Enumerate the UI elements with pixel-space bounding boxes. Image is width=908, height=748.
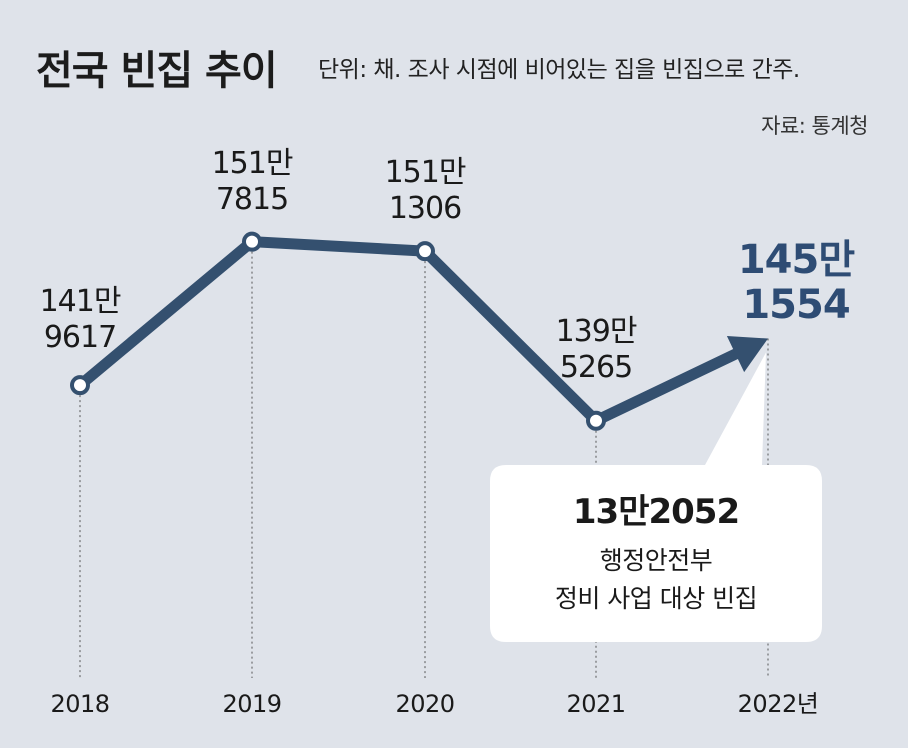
data-label-2021: 5265 — [560, 350, 632, 385]
callout-line2: 정비 사업 대상 빈집 — [555, 584, 757, 613]
chart-header: 전국 빈집 추이 단위: 채. 조사 시점에 비어있는 집을 빈집으로 간주. — [36, 38, 876, 98]
data-point-2018 — [70, 375, 90, 396]
series-line — [74, 236, 754, 427]
data-point-2020 — [415, 241, 435, 262]
data-label-2020: 151만 — [385, 155, 466, 190]
data-label-highlight: 1554 — [742, 282, 849, 328]
x-tick-label: 2021 — [566, 690, 625, 718]
x-tick-label: 2022년 — [738, 690, 819, 718]
x-tick-label: 2018 — [50, 690, 109, 718]
data-label-2018: 141만 — [40, 284, 121, 319]
callout-bubble — [490, 352, 822, 642]
data-label-highlight: 145만 — [738, 237, 855, 283]
data-label-2019: 151만 — [212, 146, 293, 181]
chart-source: 자료: 통계청 — [761, 114, 868, 138]
data-label-2020: 1306 — [389, 191, 461, 226]
x-tick-label: 2019 — [222, 690, 281, 718]
callout-line1: 행정안전부 — [600, 546, 713, 575]
data-point-2019 — [242, 231, 262, 252]
chart-subtitle: 단위: 채. 조사 시점에 비어있는 집을 빈집으로 간주. — [318, 57, 800, 83]
x-tick-label: 2020 — [395, 690, 454, 718]
data-label-2019: 7815 — [216, 182, 288, 217]
data-point-2021 — [586, 410, 606, 431]
data-label-2018: 9617 — [44, 320, 116, 355]
chart-title: 전국 빈집 추이 — [36, 48, 278, 94]
callout-value: 13만2052 — [573, 492, 739, 532]
data-label-2021: 139만 — [556, 314, 637, 349]
arrowhead-2022 — [726, 335, 768, 373]
